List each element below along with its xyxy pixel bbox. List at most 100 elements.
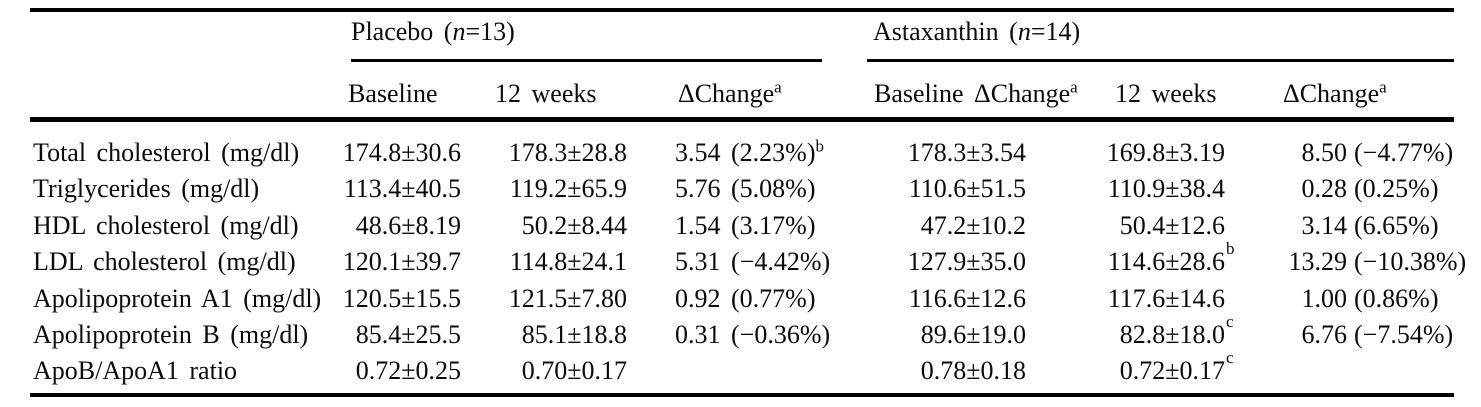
cell-placebo-change: 3.54 (2.23%)b: [675, 135, 870, 171]
cell-placebo-change: 5.31 (−4.42%): [675, 244, 870, 280]
value-number: 13.29: [1288, 247, 1348, 277]
value: 0.92 (0.77%): [675, 283, 816, 313]
footnote-marker: a: [1070, 77, 1078, 97]
value-number: 6.76: [1301, 319, 1348, 349]
cell-astaxanthin-12weeks: 0.72±0.17 c: [1119, 348, 1234, 386]
col-header-placebo-change: ΔChangea: [678, 78, 782, 108]
value-number: 3.14: [1301, 210, 1348, 240]
value: 5.31 (−4.42%): [675, 247, 831, 277]
col-header-astaxanthin-change: ΔChangea: [1283, 78, 1387, 108]
header-bottom-rule: [30, 117, 1454, 122]
group-header-placebo: Placebo (n=13): [351, 19, 515, 45]
cell-astaxanthin-change: 6.76 (−7.54%): [1287, 317, 1462, 353]
value: 82.8±18.0: [1119, 319, 1225, 349]
row-label: ApoB/ApoA1 ratio: [33, 356, 238, 386]
value: 110.9±38.4: [1107, 174, 1225, 204]
value: 117.6±14.6: [1107, 283, 1225, 313]
placebo-span-rule: [351, 59, 822, 62]
cell-placebo-change: 0.31 (−0.36%): [675, 317, 870, 353]
value-percent: (−10.38%): [1354, 247, 1467, 277]
cell-placebo-12weeks: 119.2±65.9: [509, 174, 627, 204]
row-label: Triglycerides (mg/dl): [33, 174, 260, 204]
value-percent: (−7.54%): [1354, 319, 1454, 349]
value-number: 8.50: [1301, 138, 1348, 167]
footnote-marker: a: [774, 77, 782, 97]
value-number: 0.28: [1301, 174, 1348, 204]
placebo-change-column: 3.54 (2.23%)b 5.76 (5.08%) 1.54 (3.17%) …: [675, 135, 870, 390]
col-header-label: Baseline: [348, 79, 438, 108]
group-astaxanthin-prefix: Astaxanthin (: [873, 17, 1018, 46]
col-header-astaxanthin-baseline-change: Baseline ΔChangea: [874, 78, 1078, 108]
group-placebo-prefix: Placebo (: [351, 17, 453, 46]
value: 1.54 (3.17%): [675, 210, 816, 240]
col-header-placebo-baseline: Baseline: [348, 81, 438, 107]
cell-astaxanthin-change: 1.00 (0.86%): [1287, 281, 1462, 317]
cell-astaxanthin-12weeks: 82.8±18.0 c: [1119, 311, 1234, 349]
cell-astaxanthin-baseline: 116.6±12.6: [908, 283, 1026, 313]
cell-astaxanthin-change: [1287, 353, 1462, 389]
col-header-label: 12 weeks: [495, 79, 597, 108]
group-astaxanthin-suffix: =14): [1030, 17, 1081, 46]
value: 50.4±12.6: [1119, 210, 1225, 240]
row-label: Apolipoprotein B (mg/dl): [33, 319, 309, 349]
cell-placebo-change: 5.76 (5.08%): [675, 171, 870, 207]
cell-placebo-baseline: 174.8±30.6: [342, 138, 461, 167]
cell-placebo-baseline: 85.4±25.5: [355, 319, 461, 349]
cell-astaxanthin-12weeks: 110.9±38.4: [1085, 171, 1225, 207]
cell-placebo-12weeks: 50.2±8.44: [521, 210, 627, 240]
value-percent: (0.25%): [1354, 174, 1439, 204]
value: 3.54 (2.23%): [675, 138, 816, 167]
col-header-label: ΔChange: [678, 79, 775, 108]
cell-placebo-change: 1.54 (3.17%): [675, 208, 870, 244]
value: 5.76 (5.08%): [675, 174, 816, 204]
cell-placebo-baseline: 113.4±40.5: [343, 174, 461, 204]
footnote-marker: a: [1379, 77, 1387, 97]
cell-placebo-change: 0.92 (0.77%): [675, 281, 870, 317]
cell-astaxanthin-12weeks: 117.6±14.6: [1085, 281, 1225, 317]
cell-astaxanthin-baseline: 89.6±19.0: [920, 319, 1026, 349]
cell-astaxanthin-change: 0.28 (0.25%): [1287, 171, 1462, 207]
group-placebo-n-italic: n: [452, 17, 466, 46]
cell-placebo-12weeks: 0.70±0.17: [521, 356, 627, 386]
cell-placebo-baseline: 120.1±39.7: [342, 247, 461, 277]
value-percent: (−4.77%): [1354, 138, 1454, 167]
cell-placebo-baseline: 120.5±15.5: [342, 283, 461, 313]
cell-astaxanthin-baseline: 110.6±51.5: [908, 174, 1026, 204]
value: 114.6±28.6: [1107, 247, 1225, 277]
cell-placebo-12weeks: 85.1±18.8: [521, 319, 627, 349]
placebo-baseline-column: 174.8±30.6 113.4±40.5 48.6±8.19 120.1±39…: [331, 135, 461, 390]
cell-astaxanthin-change: 3.14 (6.65%): [1287, 208, 1462, 244]
row-label: Total cholesterol (mg/dl): [33, 138, 300, 167]
cell-astaxanthin-12weeks: 114.6±28.6 b: [1107, 239, 1235, 277]
footnote-marker: b: [815, 136, 824, 156]
col-header-astaxanthin-12weeks: 12 weeks: [1115, 81, 1216, 107]
cell-placebo-baseline: 48.6±8.19: [355, 210, 461, 240]
cell-placebo-12weeks: 121.5±7.80: [508, 283, 627, 313]
astaxanthin-span-rule: [867, 59, 1454, 62]
row-label: Apolipoprotein A1 (mg/dl): [33, 283, 322, 313]
table-top-rule: [30, 8, 1454, 12]
value-number: 1.00: [1301, 283, 1348, 313]
col-header-label: ΔChange: [1283, 79, 1380, 108]
cell-astaxanthin-baseline: 178.3±3.54: [907, 138, 1026, 167]
row-labels-column: Total cholesterol (mg/dl) Triglycerides …: [33, 135, 333, 390]
cell-placebo-12weeks: 178.3±28.8: [508, 138, 627, 167]
value: 0.72±0.17: [1119, 356, 1225, 386]
row-label: HDL cholesterol (mg/dl): [33, 210, 299, 240]
value-percent: (0.86%): [1354, 283, 1439, 313]
astaxanthin-12weeks-column: 169.8±3.19 110.9±38.4 50.4±12.6 114.6±28…: [1085, 135, 1235, 390]
value-percent: (6.65%): [1354, 210, 1439, 240]
cell-placebo-baseline: 0.72±0.25: [355, 356, 461, 386]
col-header-placebo-12weeks: 12 weeks: [495, 81, 596, 107]
cell-astaxanthin-baseline: 47.2±10.2: [920, 210, 1026, 240]
astaxanthin-baseline-column: 178.3±3.54 110.6±51.5 47.2±10.2 127.9±35…: [886, 135, 1026, 390]
col-header-label: Baseline ΔChange: [874, 79, 1071, 108]
cell-astaxanthin-12weeks: 50.4±12.6: [1085, 208, 1225, 244]
placebo-12weeks-column: 178.3±28.8 119.2±65.9 50.2±8.44 114.8±24…: [497, 135, 627, 390]
group-placebo-suffix: =13): [465, 17, 515, 46]
table-bottom-rule: [30, 393, 1454, 397]
cell-astaxanthin-change: 13.29 (−10.38%): [1287, 244, 1467, 280]
cell-astaxanthin-change: 8.50 (−4.77%): [1287, 135, 1462, 171]
cell-astaxanthin-12weeks: 169.8±3.19: [1085, 135, 1225, 171]
